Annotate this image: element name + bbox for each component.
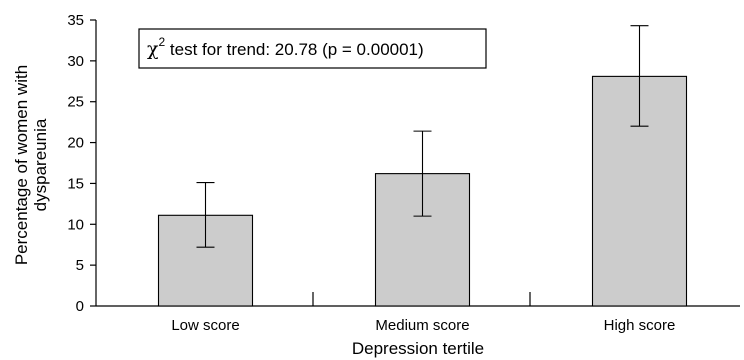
y-tick-label: 20 xyxy=(67,135,84,152)
annotation-body: test for trend: 20.78 (p = 0.00001) xyxy=(165,40,423,59)
y-tick-label: 5 xyxy=(76,257,84,274)
x-tick-label: Low score xyxy=(171,317,239,334)
bars-group xyxy=(157,25,688,307)
chi-symbol: χ xyxy=(147,38,159,60)
annotation-box xyxy=(138,28,487,69)
x-tick-label: High score xyxy=(604,317,676,334)
y-axis-ticks: 0 5 10 15 20 25 30 35 xyxy=(67,12,96,315)
x-tick-label: Medium score xyxy=(375,317,469,334)
x-axis-title: Depression tertile xyxy=(352,339,484,358)
annotation-text: χ2 test for trend: 20.78 (p = 0.00001) xyxy=(147,35,424,60)
y-tick-label: 30 xyxy=(67,53,84,70)
y-tick-label: 15 xyxy=(67,175,84,192)
y-tick-label: 10 xyxy=(67,216,84,233)
y-axis-title-line-2: dyspareunia xyxy=(31,118,50,211)
y-tick-label: 35 xyxy=(67,12,84,29)
y-tick-label: 0 xyxy=(76,298,84,315)
y-tick-label: 25 xyxy=(67,94,84,111)
y-axis-title-line-1: Percentage of women with xyxy=(12,65,31,265)
chi-superscript: 2 xyxy=(159,35,166,49)
x-axis-tick-labels: Low score Medium score High score xyxy=(171,317,675,334)
